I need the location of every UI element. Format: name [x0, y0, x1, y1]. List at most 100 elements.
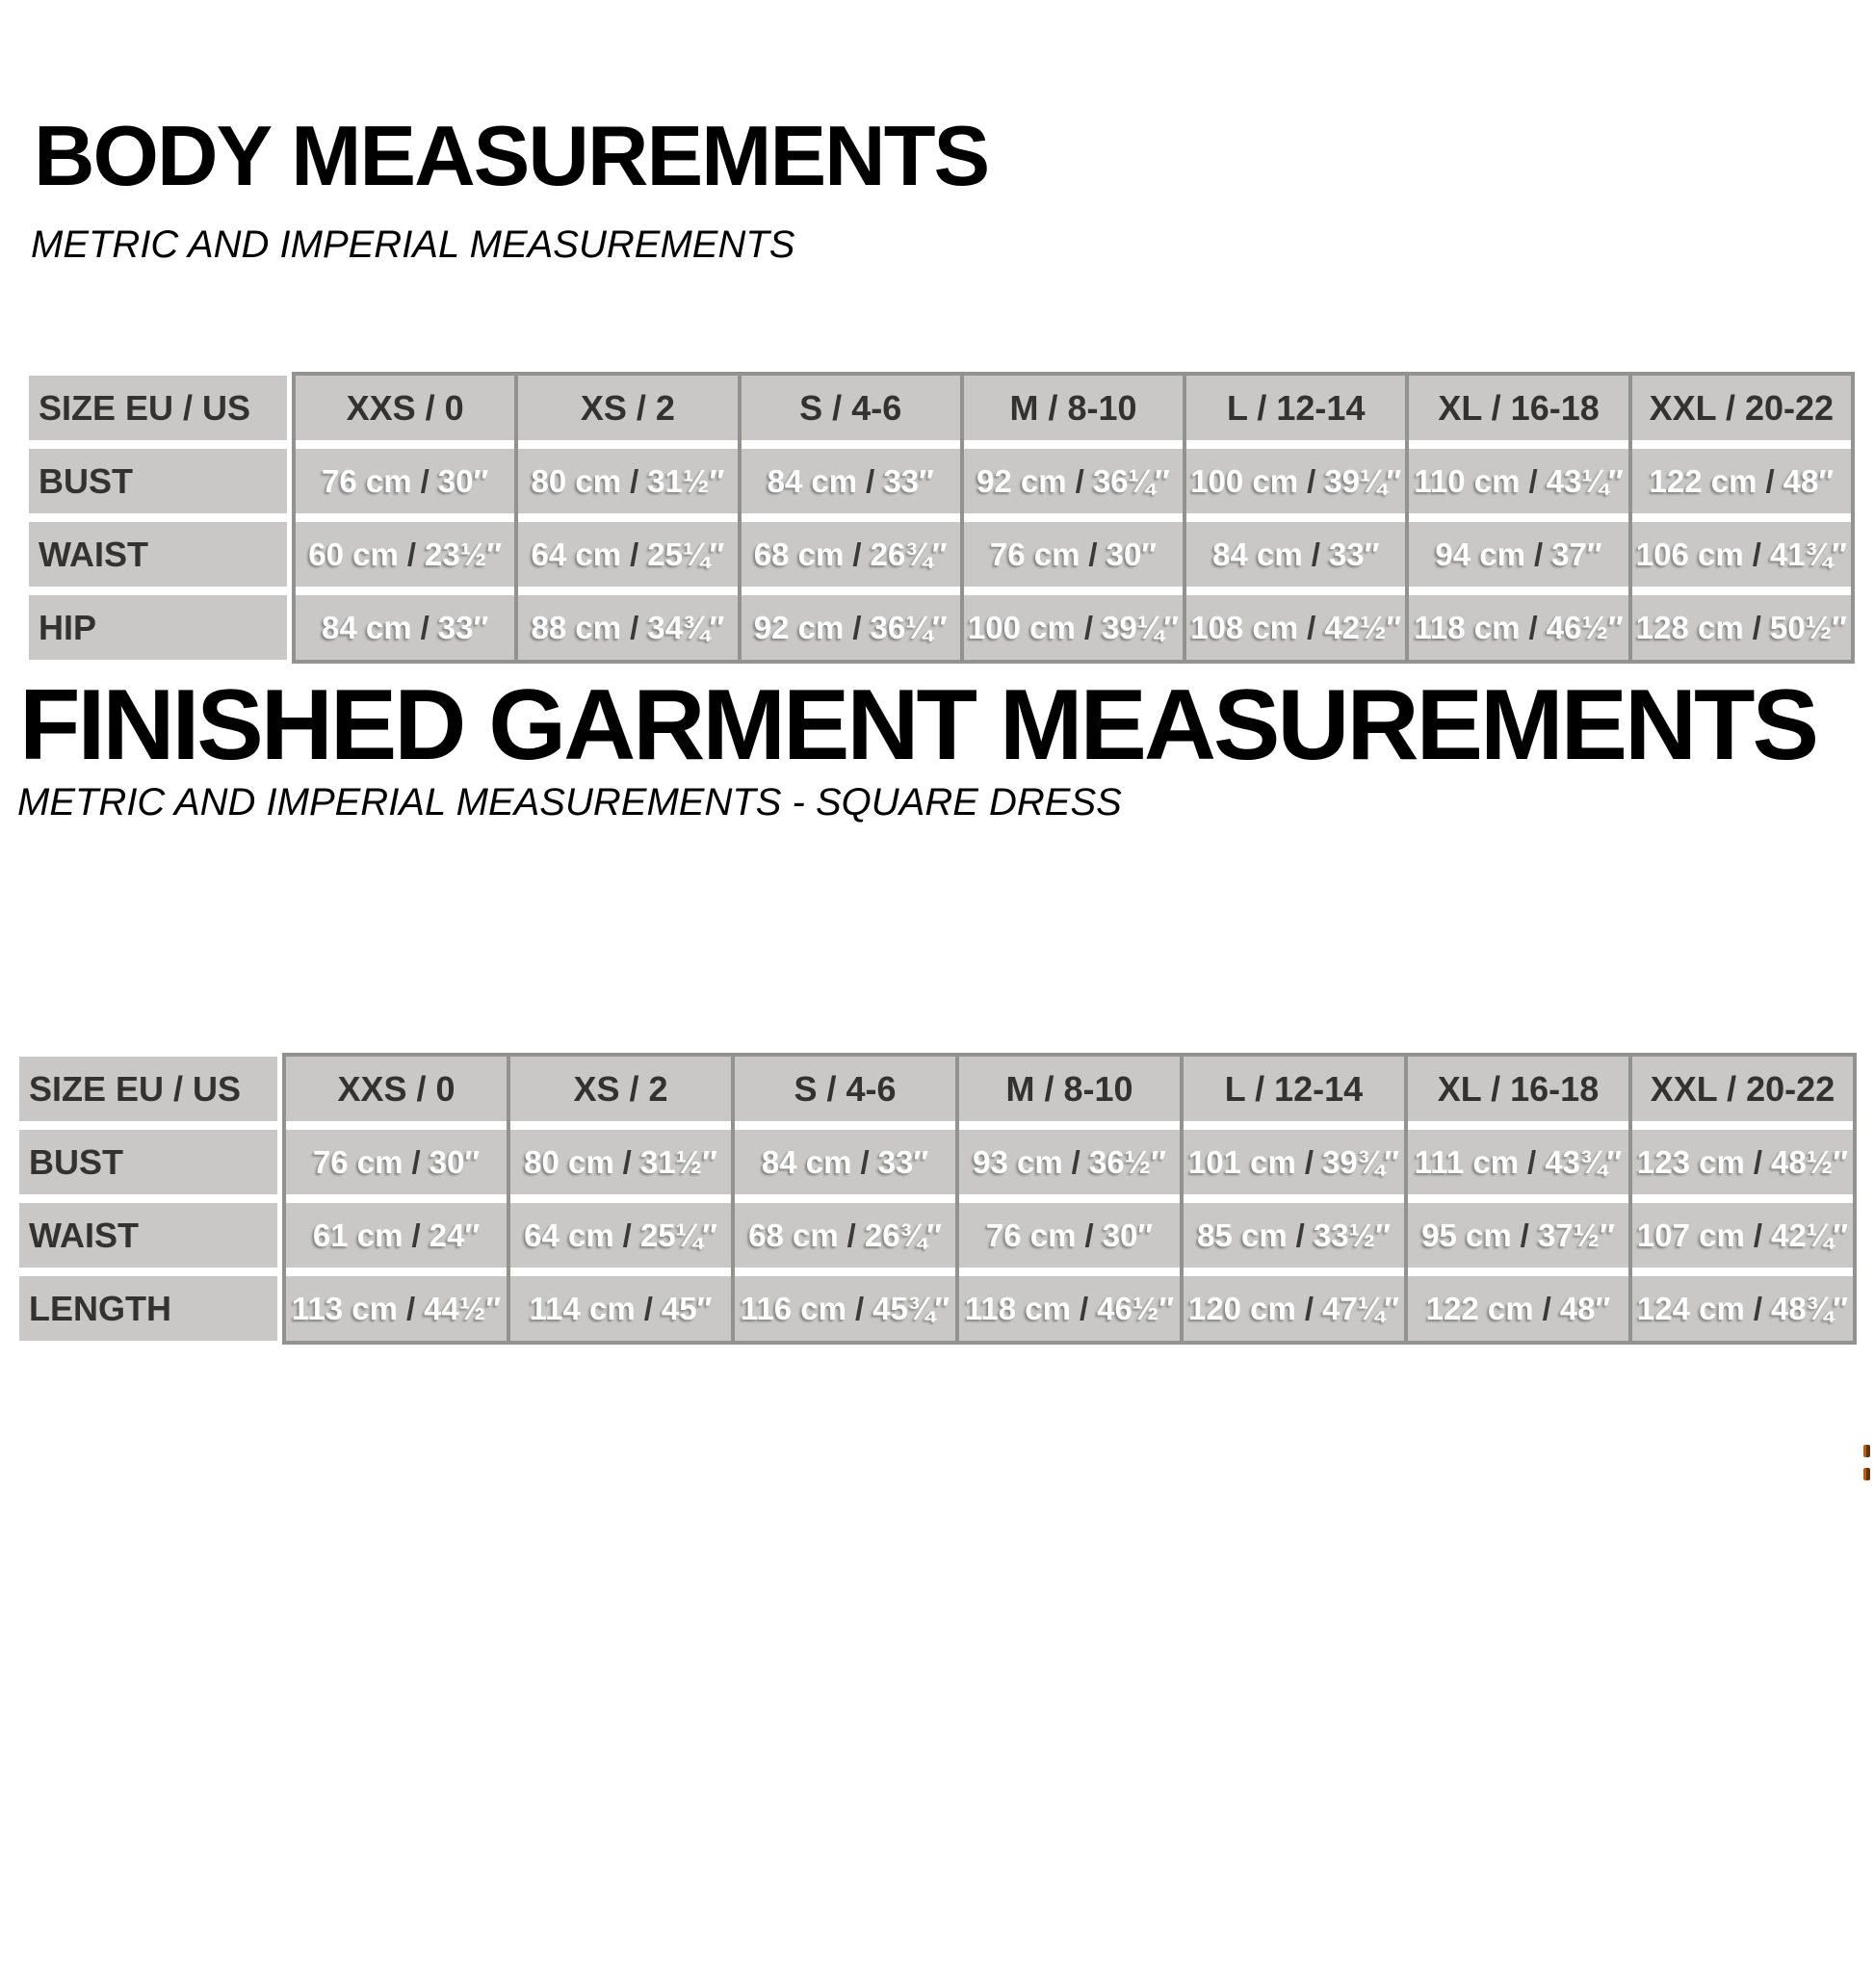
size-column: L / 12-14 101 cm/39¾″ 85 cm/33½″ 120 cm/47¼…: [1180, 1057, 1404, 1341]
metric-value: 68 cm: [748, 1216, 839, 1253]
imperial-value: 39¼″: [1102, 609, 1180, 645]
slash-separator: /: [405, 1290, 416, 1326]
slash-separator: /: [1520, 1216, 1529, 1253]
size-column: XS / 2 80 cm/31½″ 64 cm/25¼″ 114 cm/45″: [507, 1057, 731, 1341]
size-table-value-block: XXS / 0 76 cm/30″ 60 cm/23½″ 84 cm/33″ XS / …: [292, 372, 1855, 664]
imperial-value: 31½″: [639, 1143, 717, 1180]
slash-separator: /: [1752, 536, 1761, 572]
measurement-cell: 100 cm/39¼″: [963, 595, 1184, 660]
size-chart-page: { "colors": { "page_background": "#fffff…: [0, 114, 1874, 1988]
measurement-cell: 84 cm/33″: [1186, 522, 1406, 587]
imperial-value: 31½″: [647, 462, 725, 499]
measurement-cell: 76 cm/30″: [296, 449, 515, 513]
slash-separator: /: [622, 1143, 632, 1180]
imperial-value: 30″: [429, 1143, 481, 1180]
metric-value: 84 cm: [761, 1143, 852, 1180]
imperial-value: 33″: [877, 1143, 929, 1180]
imperial-value: 37″: [1551, 536, 1602, 572]
metric-value: 80 cm: [524, 1143, 614, 1180]
size-column-header-cell: XS / 2: [518, 376, 738, 440]
imperial-value: 43¾″: [1545, 1143, 1623, 1180]
slash-separator: /: [630, 609, 639, 645]
imperial-value: 47¼″: [1322, 1290, 1400, 1326]
size-table-value-block: XXS / 0 76 cm/30″ 61 cm/24″ 113 cm/44½″ XS /…: [282, 1053, 1857, 1345]
body-measurements-table: SIZE EU / US BUST WAIST HIP XXS / 0 76 cm/30″…: [29, 372, 1855, 664]
metric-value: 122 cm: [1425, 1290, 1534, 1326]
measurement-cell: 76 cm/30″: [963, 522, 1184, 587]
measurement-cell: 124 cm/48¾″: [1632, 1276, 1853, 1341]
slash-separator: /: [860, 1143, 870, 1180]
size-column-header-cell: M / 8-10: [959, 1057, 1180, 1121]
slash-separator: /: [1527, 1143, 1537, 1180]
measurement-cell: 84 cm/33″: [741, 449, 960, 513]
measurement-cell: 123 cm/48½″: [1632, 1130, 1853, 1194]
slash-separator: /: [1765, 462, 1775, 499]
slash-separator: /: [1528, 462, 1538, 499]
slash-separator: /: [1307, 462, 1316, 499]
measurement-cell: 111 cm/43¾″: [1408, 1130, 1628, 1194]
metric-value: 114 cm: [529, 1290, 636, 1326]
metric-value: 94 cm: [1435, 536, 1525, 572]
imperial-value: 37½″: [1537, 1216, 1615, 1253]
slash-separator: /: [1542, 1290, 1551, 1326]
metric-value: 120 cm: [1187, 1290, 1296, 1326]
slash-separator: /: [630, 536, 639, 572]
metric-value: 76 cm: [312, 1143, 403, 1180]
metric-value: 85 cm: [1197, 1216, 1288, 1253]
size-column: XS / 2 80 cm/31½″ 64 cm/25¼″ 88 cm/34¾″: [514, 376, 738, 660]
imperial-value: 50½″: [1769, 609, 1847, 645]
imperial-value: 41¾″: [1769, 536, 1847, 572]
slash-separator: /: [852, 609, 862, 645]
slash-separator: /: [1753, 1216, 1763, 1253]
metric-value: 64 cm: [531, 536, 622, 572]
imperial-value: 34¾″: [647, 609, 725, 645]
measurement-cell: 113 cm/44½″: [286, 1276, 507, 1341]
slash-separator: /: [1079, 1290, 1089, 1326]
metric-value: 61 cm: [312, 1216, 403, 1253]
metric-value: 84 cm: [767, 462, 858, 499]
size-column-header-cell: L / 12-14: [1184, 1057, 1404, 1121]
measurement-cell: 76 cm/30″: [286, 1130, 507, 1194]
measurement-cell: 61 cm/24″: [286, 1203, 507, 1268]
size-header-cell: SIZE EU / US: [29, 376, 287, 440]
edge-artifact: [1863, 1445, 1872, 1491]
finished-garment-measurements-title: FINISHED GARMENT MEASUREMENTS: [19, 669, 1819, 781]
slash-separator: /: [411, 1143, 421, 1180]
metric-value: 123 cm: [1636, 1143, 1745, 1180]
imperial-value: 44½″: [424, 1290, 502, 1326]
slash-separator: /: [1071, 1143, 1080, 1180]
slash-separator: /: [1753, 1290, 1763, 1326]
finished-garment-measurements-table: SIZE EU / US BUST WAIST LENGTH XXS / 0 76 cm /…: [19, 1053, 1857, 1345]
slash-separator: /: [411, 1216, 421, 1253]
slash-separator: /: [420, 462, 429, 499]
imperial-value: 25¼″: [647, 536, 725, 572]
measurement-cell: 80 cm/31½″: [518, 449, 738, 513]
metric-value: 64 cm: [524, 1216, 614, 1253]
slash-separator: /: [854, 1290, 865, 1326]
measurement-cell: 118 cm/46½″: [959, 1276, 1180, 1341]
slash-separator: /: [1528, 609, 1538, 645]
measurement-cell: 120 cm/47¼″: [1184, 1276, 1404, 1341]
measurement-cell: 84 cm/33″: [296, 595, 515, 660]
metric-value: 92 cm: [976, 462, 1067, 499]
metric-value: 76 cm: [989, 536, 1080, 572]
slash-separator: /: [1307, 609, 1316, 645]
measurement-cell: 122 cm/48″: [1631, 449, 1851, 513]
size-column: XXS / 0 76 cm/30″ 60 cm/23½″ 84 cm/33″: [296, 376, 515, 660]
measurement-cell: 114 cm/45″: [510, 1276, 731, 1341]
imperial-value: 48″: [1783, 462, 1835, 499]
measurement-cell: 92 cm/36¼″: [963, 449, 1184, 513]
slash-separator: /: [1311, 536, 1320, 572]
size-column: S / 4-6 84 cm/33″ 68 cm/26¾″ 92 cm/36¼″: [737, 376, 960, 660]
imperial-value: 45¾″: [872, 1290, 950, 1326]
size-column: M / 8-10 92 cm/36¼″ 76 cm/30″ 100 cm/39¼″: [959, 376, 1184, 660]
body-measurements-subtitle: METRIC AND IMPERIAL MEASUREMENTS: [31, 223, 795, 266]
imperial-value: 36¼″: [1092, 462, 1170, 499]
size-column-header-cell: XXL / 20-22: [1632, 1057, 1853, 1121]
metric-value: 60 cm: [308, 536, 399, 572]
imperial-value: 36¼″: [870, 609, 948, 645]
measurement-cell: 84 cm/33″: [735, 1130, 955, 1194]
size-table-label-column: SIZE EU / US BUST WAIST LENGTH: [19, 1053, 282, 1345]
imperial-value: 33″: [437, 609, 489, 645]
metric-value: 110 cm: [1414, 462, 1521, 499]
